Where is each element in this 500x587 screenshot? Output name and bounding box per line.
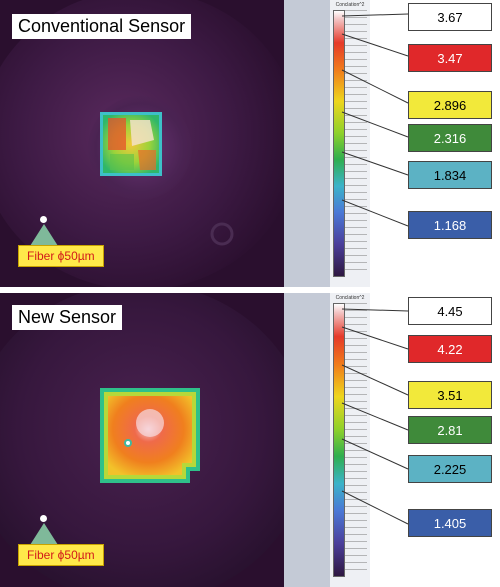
new-sensor-panel: New Sensor Fiber ϕ50µm Conclation^2 4.45… <box>0 293 500 587</box>
fiber-label: Fiber ϕ50µm <box>18 245 104 267</box>
sensor-spot-new <box>100 388 200 483</box>
faint-ring-mark <box>210 222 234 246</box>
callout-value: 4.45 <box>408 297 492 325</box>
scale-title: Conclation^2 <box>335 295 365 301</box>
panel-title: New Sensor <box>12 305 123 330</box>
scale-ticks <box>345 10 367 275</box>
callout-value: 2.225 <box>408 455 492 483</box>
callout-value: 3.67 <box>408 3 492 31</box>
callout-value: 3.47 <box>408 44 492 72</box>
conventional-sensor-panel: Conventional Sensor Fiber ϕ50µm Conclati… <box>0 0 500 287</box>
fiber-marker-dot <box>40 216 47 223</box>
sensor-spot-conventional <box>100 112 162 176</box>
scale-ticks <box>345 303 367 575</box>
callout-value: 3.51 <box>408 381 492 409</box>
thermal-image-conventional: Conventional Sensor Fiber ϕ50µm <box>0 0 284 287</box>
fiber-marker-pointer <box>30 523 58 545</box>
leader-lines <box>341 13 409 227</box>
thermal-image-new: New Sensor Fiber ϕ50µm <box>0 293 284 587</box>
fiber-marker-pointer <box>30 224 58 246</box>
callout-value: 1.834 <box>408 161 492 189</box>
scale-gutter <box>284 0 330 287</box>
scale-title: Conclation^2 <box>335 2 365 8</box>
color-scale: Conclation^2 <box>330 293 370 587</box>
scale-gutter <box>284 293 330 587</box>
fiber-label: Fiber ϕ50µm <box>18 544 104 566</box>
color-scale-bar <box>333 10 345 277</box>
callout-area: 4.45 4.22 3.51 2.81 2.225 1.405 <box>341 293 500 587</box>
callout-value: 2.316 <box>408 124 492 152</box>
color-scale: Conclation^2 <box>330 0 370 287</box>
leader-lines <box>341 308 409 525</box>
callout-value: 1.168 <box>408 211 492 239</box>
callout-value: 1.405 <box>408 509 492 537</box>
callout-area: 3.67 3.47 2.896 2.316 1.834 1.168 <box>341 0 500 287</box>
fiber-marker-dot <box>40 515 47 522</box>
callout-value: 2.81 <box>408 416 492 444</box>
panel-title: Conventional Sensor <box>12 14 192 39</box>
callout-value: 2.896 <box>408 91 492 119</box>
callout-value: 4.22 <box>408 335 492 363</box>
